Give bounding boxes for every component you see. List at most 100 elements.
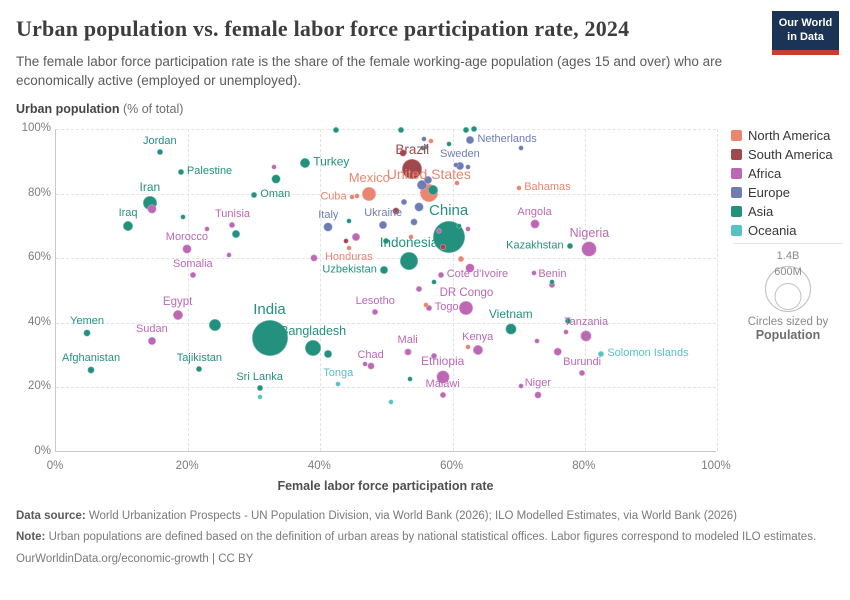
country-label-kazakhstan[interactable]: Kazakhstan	[506, 239, 564, 252]
data-point[interactable]	[531, 270, 537, 276]
data-point[interactable]	[343, 238, 349, 244]
data-point-egypt[interactable]	[172, 309, 183, 320]
data-point[interactable]	[271, 164, 277, 170]
data-point[interactable]	[454, 180, 460, 186]
data-point-india[interactable]	[251, 319, 288, 356]
data-point-brazil[interactable]	[402, 159, 423, 180]
country-label-malawi[interactable]: Malawi	[425, 377, 460, 390]
country-label-united-states[interactable]: United States	[386, 166, 471, 183]
data-point[interactable]	[204, 226, 210, 232]
data-point-cote-d-ivoire[interactable]	[437, 272, 444, 279]
data-point[interactable]	[324, 349, 333, 358]
country-label-cuba[interactable]: Cuba	[320, 190, 347, 203]
data-point-somalia[interactable]	[189, 272, 196, 279]
data-point[interactable]	[333, 126, 340, 133]
data-point[interactable]	[415, 285, 422, 292]
country-label-sudan[interactable]: Sudan	[135, 322, 168, 335]
data-point-indonesia[interactable]	[399, 252, 418, 271]
data-point[interactable]	[549, 279, 555, 285]
data-point[interactable]	[388, 399, 394, 405]
data-point-malawi[interactable]	[439, 391, 446, 398]
data-point[interactable]	[553, 347, 562, 356]
data-point[interactable]	[399, 149, 407, 157]
data-point[interactable]	[431, 279, 437, 285]
data-point-oman[interactable]	[251, 192, 258, 199]
data-point[interactable]	[382, 238, 389, 245]
data-point-niger[interactable]	[534, 391, 542, 399]
data-point-turkey[interactable]	[300, 158, 311, 169]
data-point[interactable]	[352, 233, 361, 242]
country-label-kenya[interactable]: Kenya	[462, 330, 494, 343]
data-point-palestine[interactable]	[177, 169, 184, 176]
data-point[interactable]	[208, 318, 221, 331]
data-point-solomon-islands[interactable]	[598, 350, 605, 357]
country-label-yemen[interactable]: Yemen	[70, 315, 104, 328]
data-point-sri-lanka[interactable]	[256, 384, 263, 391]
data-point-ethiopia[interactable]	[436, 370, 450, 384]
country-label-oman[interactable]: Oman	[260, 188, 291, 201]
country-label-indonesia[interactable]: Indonesia	[379, 235, 439, 251]
data-point[interactable]	[456, 223, 462, 229]
data-point[interactable]	[534, 338, 540, 344]
data-point[interactable]	[563, 329, 569, 335]
country-label-honduras[interactable]: Honduras	[324, 251, 373, 264]
data-point[interactable]	[346, 218, 352, 224]
data-point[interactable]	[421, 136, 427, 142]
country-label-mexico[interactable]: Mexico	[348, 170, 390, 186]
country-label-india[interactable]: India	[253, 300, 286, 318]
country-label-morocco[interactable]: Morocco	[165, 230, 208, 243]
data-point[interactable]	[226, 252, 232, 258]
data-point[interactable]	[518, 383, 524, 389]
data-point[interactable]	[436, 228, 442, 234]
country-label-niger[interactable]: Niger	[524, 377, 552, 390]
data-point-tonga[interactable]	[335, 381, 341, 387]
data-point[interactable]	[392, 207, 400, 215]
data-point[interactable]	[518, 145, 524, 151]
data-point[interactable]	[257, 394, 263, 400]
data-point-togo[interactable]	[425, 304, 432, 311]
legend-item-asia[interactable]: Asia	[731, 202, 833, 221]
country-label-italy[interactable]: Italy	[318, 208, 339, 221]
data-point-iraq[interactable]	[123, 221, 134, 232]
data-point-ukraine[interactable]	[379, 220, 388, 229]
data-point[interactable]	[423, 302, 429, 308]
data-point[interactable]	[428, 138, 434, 144]
country-label-tonga[interactable]: Tonga	[323, 367, 354, 380]
country-label-mali[interactable]: Mali	[397, 334, 418, 347]
data-point-sweden[interactable]	[455, 162, 464, 171]
country-label-uzbekistan[interactable]: Uzbekistan	[322, 262, 377, 275]
country-label-afghanistan[interactable]: Afghanistan	[61, 352, 121, 365]
country-label-cote-d-ivoire[interactable]: Cote d'Ivoire	[446, 268, 509, 281]
data-point[interactable]	[408, 234, 414, 240]
data-point-tunisia[interactable]	[229, 222, 236, 229]
country-label-chad[interactable]: Chad	[357, 348, 384, 361]
country-label-brazil[interactable]: Brazil	[395, 142, 430, 158]
data-point-dr-congo[interactable]	[459, 300, 474, 315]
data-point[interactable]	[470, 126, 477, 133]
data-point[interactable]	[453, 162, 459, 168]
country-label-solomon-islands[interactable]: Solomon Islands	[607, 346, 689, 359]
country-label-togo[interactable]: Togo	[434, 300, 459, 313]
data-point[interactable]	[410, 218, 418, 226]
data-point-sudan[interactable]	[147, 336, 156, 345]
country-label-bangladesh[interactable]: Bangladesh	[280, 323, 347, 338]
data-point[interactable]	[420, 145, 426, 151]
data-point-angola[interactable]	[530, 219, 540, 229]
data-point-jordan[interactable]	[156, 149, 163, 156]
data-point-mexico[interactable]	[362, 187, 377, 202]
data-point[interactable]	[362, 361, 368, 367]
data-point[interactable]	[431, 353, 438, 360]
data-point[interactable]	[439, 243, 446, 250]
country-label-benin[interactable]: Benin	[538, 268, 567, 281]
data-point-lesotho[interactable]	[372, 309, 379, 316]
country-label-tanzania[interactable]: Tanzania	[564, 316, 609, 329]
country-label-tajikistan[interactable]: Tajikistan	[176, 351, 223, 364]
data-point[interactable]	[462, 126, 469, 133]
data-point[interactable]	[424, 176, 433, 185]
data-point[interactable]	[564, 317, 571, 324]
data-point-burundi[interactable]	[579, 369, 586, 376]
data-point-tajikistan[interactable]	[196, 365, 203, 372]
country-label-sweden[interactable]: Sweden	[439, 148, 480, 161]
citation-link[interactable]: OurWorldinData.org/economic-growth | CC …	[16, 552, 254, 565]
country-label-turkey[interactable]: Turkey	[313, 154, 350, 169]
